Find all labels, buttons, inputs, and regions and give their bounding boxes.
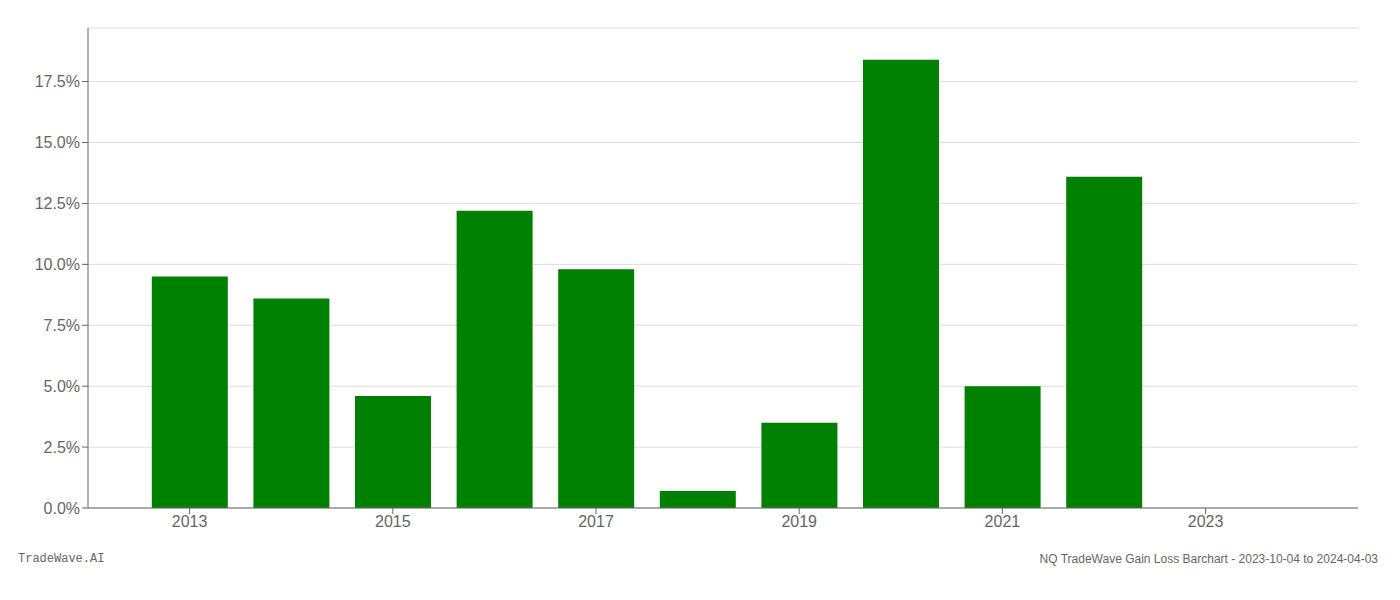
svg-text:2013: 2013 — [172, 513, 208, 530]
svg-text:2019: 2019 — [781, 513, 817, 530]
svg-text:15.0%: 15.0% — [35, 134, 80, 151]
svg-text:2.5%: 2.5% — [44, 439, 80, 456]
html-text:TradeWave.AI: TradeWave.AI — [18, 552, 105, 566]
svg-text:7.5%: 7.5% — [44, 317, 80, 334]
svg-text:5.0%: 5.0% — [44, 378, 80, 395]
svg-text:2021: 2021 — [985, 513, 1021, 530]
svg-text:17.5%: 17.5% — [35, 73, 80, 90]
svg-text:0.0%: 0.0% — [44, 500, 80, 517]
svg-text:2023: 2023 — [1188, 513, 1224, 530]
html-text:NQ TradeWave Gain Loss Barchar: NQ TradeWave Gain Loss Barchart - 2023-1… — [1039, 552, 1378, 566]
svg-text:10.0%: 10.0% — [35, 256, 80, 273]
svg-text:2017: 2017 — [578, 513, 614, 530]
svg-text:12.5%: 12.5% — [35, 195, 80, 212]
svg-text:2015: 2015 — [375, 513, 411, 530]
